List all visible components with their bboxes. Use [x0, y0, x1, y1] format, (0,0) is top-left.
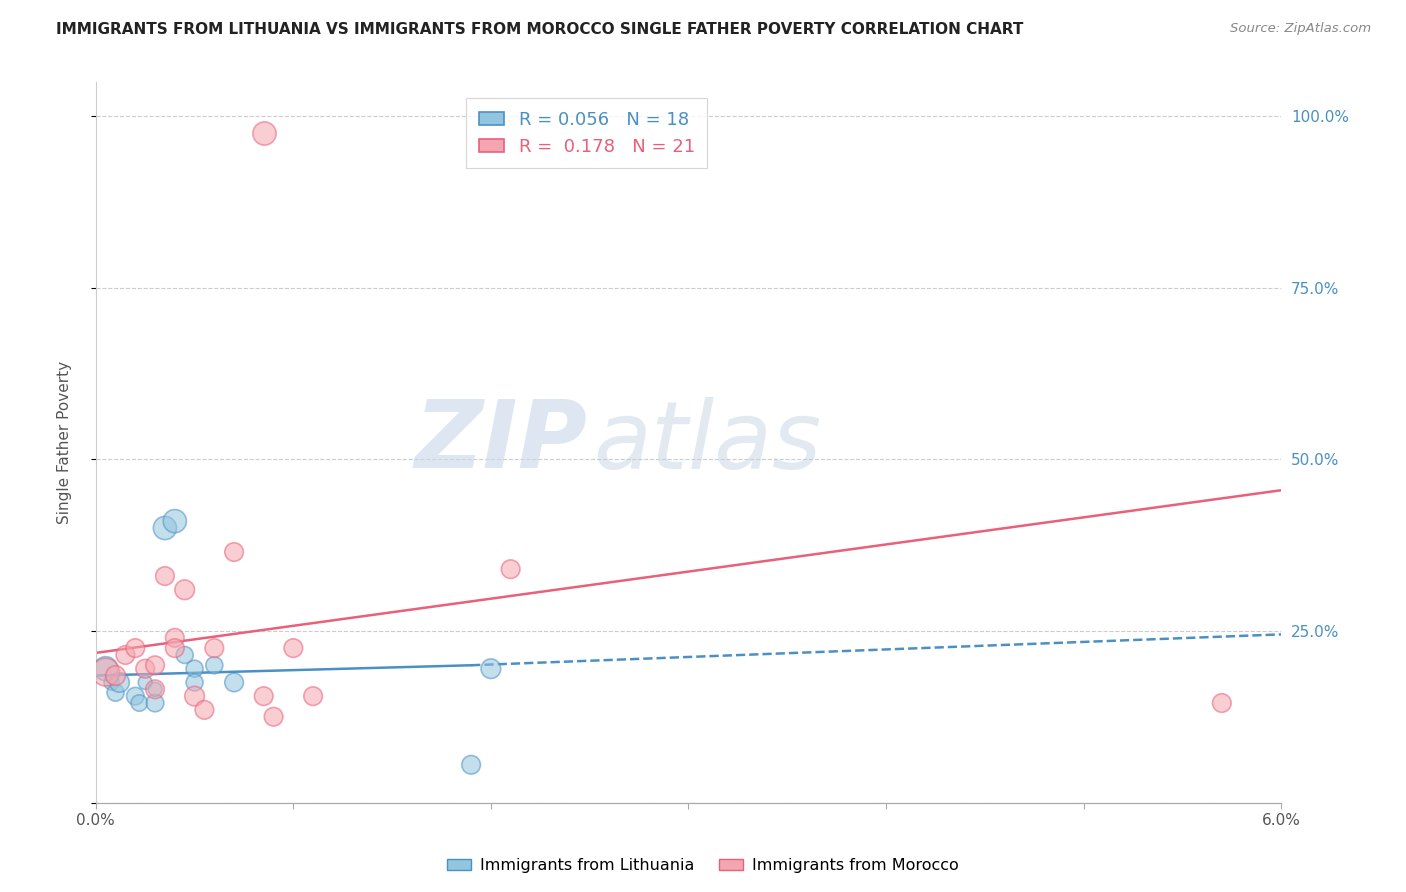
Legend: R = 0.056   N = 18, R =  0.178   N = 21: R = 0.056 N = 18, R = 0.178 N = 21: [467, 98, 707, 169]
Point: [143, 658, 166, 673]
Point: [479, 662, 502, 676]
Point: [124, 689, 146, 703]
Point: [134, 675, 156, 690]
Point: [183, 662, 205, 676]
Point: [183, 675, 205, 690]
Point: [143, 682, 166, 697]
Point: [202, 658, 225, 673]
Point: [263, 710, 285, 724]
Point: [222, 545, 245, 559]
Point: [499, 562, 522, 576]
Legend: Immigrants from Lithuania, Immigrants from Morocco: Immigrants from Lithuania, Immigrants fr…: [440, 852, 966, 880]
Point: [173, 648, 195, 662]
Point: [108, 675, 131, 690]
Point: [163, 631, 186, 645]
Point: [163, 514, 186, 528]
Point: [202, 641, 225, 656]
Point: [134, 662, 156, 676]
Text: IMMIGRANTS FROM LITHUANIA VS IMMIGRANTS FROM MOROCCO SINGLE FATHER POVERTY CORRE: IMMIGRANTS FROM LITHUANIA VS IMMIGRANTS …: [56, 22, 1024, 37]
Point: [253, 689, 276, 703]
Text: ZIP: ZIP: [415, 396, 588, 488]
Point: [460, 757, 482, 772]
Text: atlas: atlas: [593, 397, 823, 488]
Point: [143, 682, 166, 697]
Point: [302, 689, 325, 703]
Point: [173, 582, 195, 597]
Point: [193, 703, 215, 717]
Point: [124, 641, 146, 656]
Text: Source: ZipAtlas.com: Source: ZipAtlas.com: [1230, 22, 1371, 36]
Point: [100, 675, 122, 690]
Point: [183, 689, 205, 703]
Point: [153, 569, 176, 583]
Point: [1211, 696, 1233, 710]
Point: [104, 668, 127, 682]
Point: [128, 696, 150, 710]
Point: [143, 696, 166, 710]
Point: [153, 521, 176, 535]
Y-axis label: Single Father Poverty: Single Father Poverty: [58, 360, 72, 524]
Point: [163, 641, 186, 656]
Point: [253, 127, 276, 141]
Point: [222, 675, 245, 690]
Point: [94, 662, 117, 676]
Point: [94, 665, 117, 680]
Point: [283, 641, 305, 656]
Point: [104, 686, 127, 700]
Point: [114, 648, 136, 662]
